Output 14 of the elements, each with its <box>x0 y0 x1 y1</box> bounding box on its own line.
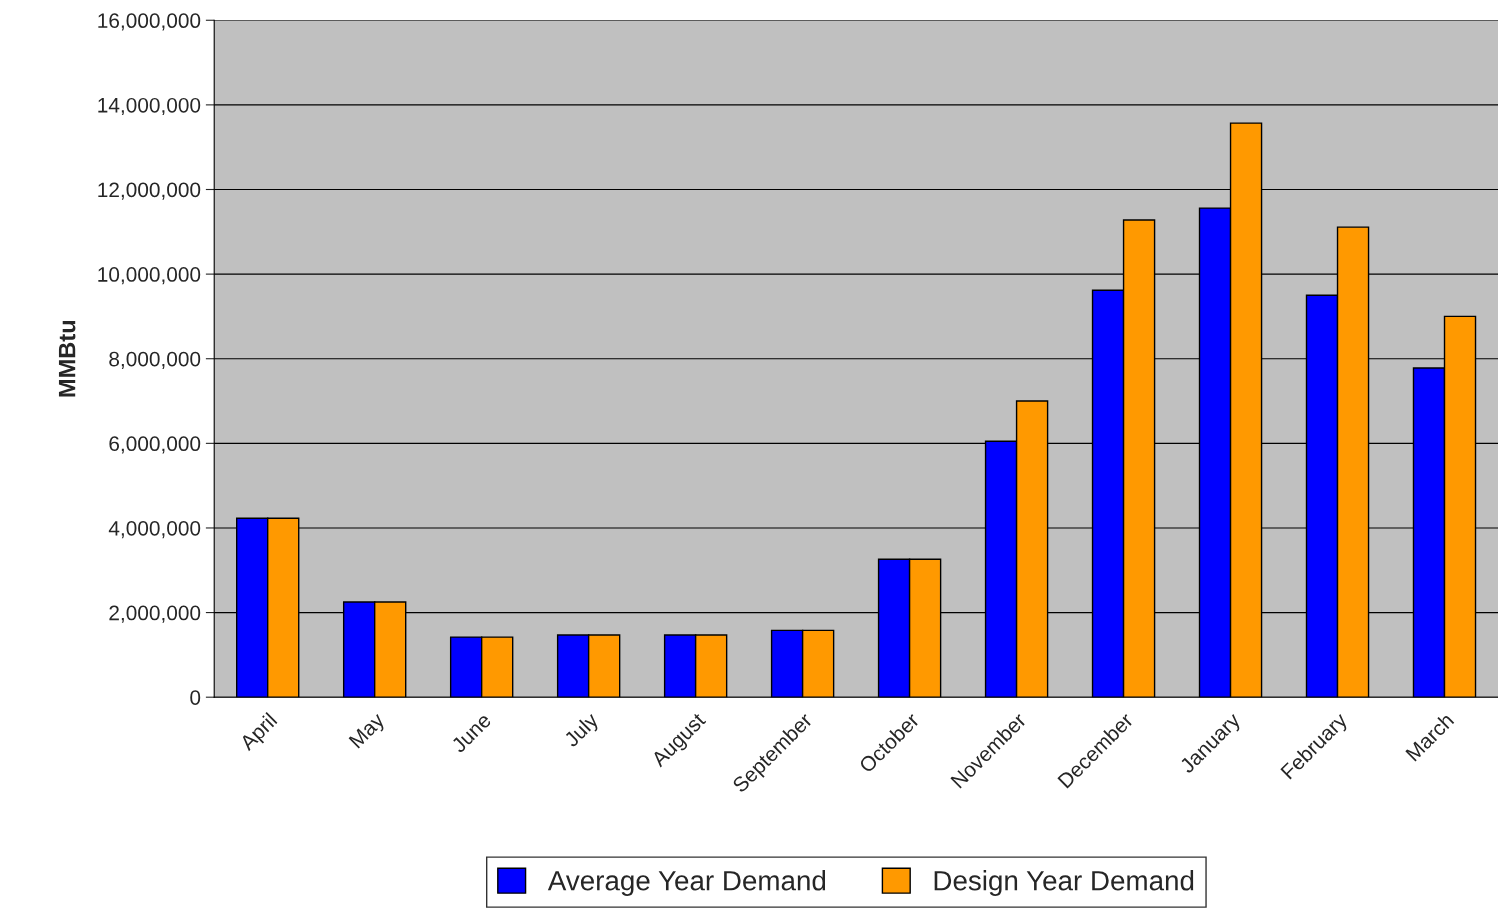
x-tick-label: May <box>348 711 389 752</box>
y-tick-label: 4,000,000 <box>108 520 201 539</box>
y-tick-label: 6,000,000 <box>109 436 201 454</box>
y-tick-label: 2,000,000 <box>109 605 201 623</box>
y-tick-label: 8,000,000 <box>109 351 201 369</box>
x-tick-label: July <box>562 711 603 751</box>
y-tick-label: 10,000,000 <box>98 267 201 285</box>
y-tick-label: 16,000,000 <box>98 13 201 31</box>
legend-label: Design Year Demand <box>934 870 1194 896</box>
y-tick-label: 0 <box>190 690 201 705</box>
y-axis-title: MMBtu <box>58 320 76 397</box>
legend-label: Average Year Demand <box>547 870 826 896</box>
y-tick-label: 14,000,000 <box>98 97 201 116</box>
y-tick-label: 12,000,000 <box>98 182 201 200</box>
